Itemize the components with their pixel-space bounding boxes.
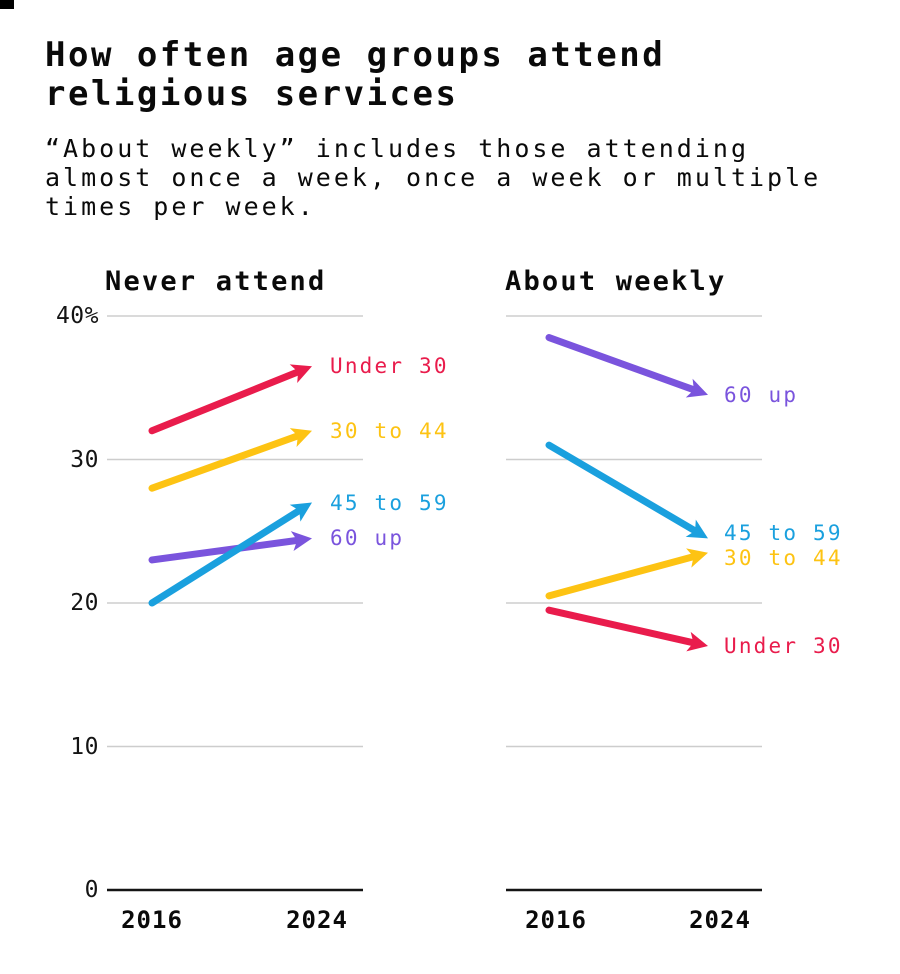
arrowhead-icon-60-up-right [685,378,708,398]
slope-line-30-to-44-right [545,552,700,600]
x-tick-2024-right: 2024 [689,906,751,934]
slope-line-under-30-right [545,606,700,647]
x-tick-2024-left: 2024 [286,906,348,934]
arrowhead-icon-under-30-right [686,631,708,652]
slope-line-60-up-left [148,536,304,564]
slope-line-45-to-59-left [148,505,306,607]
slope-line-45-to-59-right [545,441,702,536]
y-tick-20: 20 [70,590,99,616]
arrowhead-icon-60-up-left [290,531,312,552]
panel-title-about-weekly: About weekly [505,266,727,297]
y-tick-30: 30 [70,446,99,473]
series-label-60-up-left: 60 up [330,526,405,551]
panel-title-never-attend: Never attend [105,266,327,297]
chart-subtitle: “About weekly” includes those attending … [45,134,822,221]
y-tick-0: 0 [84,877,99,903]
arrowhead-icon-45-to-59-right [685,519,708,539]
x-tick-2016-right: 2016 [525,906,587,934]
arrowhead-icon-45-to-59-left [289,502,312,522]
slope-line-30-to-44-left [148,431,305,492]
arrowhead-icon-under-30-left [289,364,312,383]
series-label-60-up-right: 60 up [724,382,799,407]
y-tick-40: 40% [55,303,99,329]
slope-line-60-up-right [545,334,701,395]
series-label-30-to-44-right: 30 to 44 [724,546,843,571]
series-label-45-to-59-left: 45 to 59 [330,490,449,515]
chart-title: How often age groups attend religious se… [45,35,666,114]
x-tick-2016-left: 2016 [121,906,183,934]
series-label-45-to-59-right: 45 to 59 [724,521,843,546]
series-label-30-to-44-left: 30 to 44 [330,418,449,443]
arrowhead-icon-30-to-44-left [289,428,312,447]
corner-mark [0,0,14,9]
y-tick-10: 10 [70,733,99,760]
arrowhead-icon-30-to-44-right [686,548,708,568]
slope-line-under-30-left [148,367,305,435]
series-label-under-30-right: Under 30 [724,634,843,659]
series-label-under-30-left: Under 30 [330,354,449,379]
